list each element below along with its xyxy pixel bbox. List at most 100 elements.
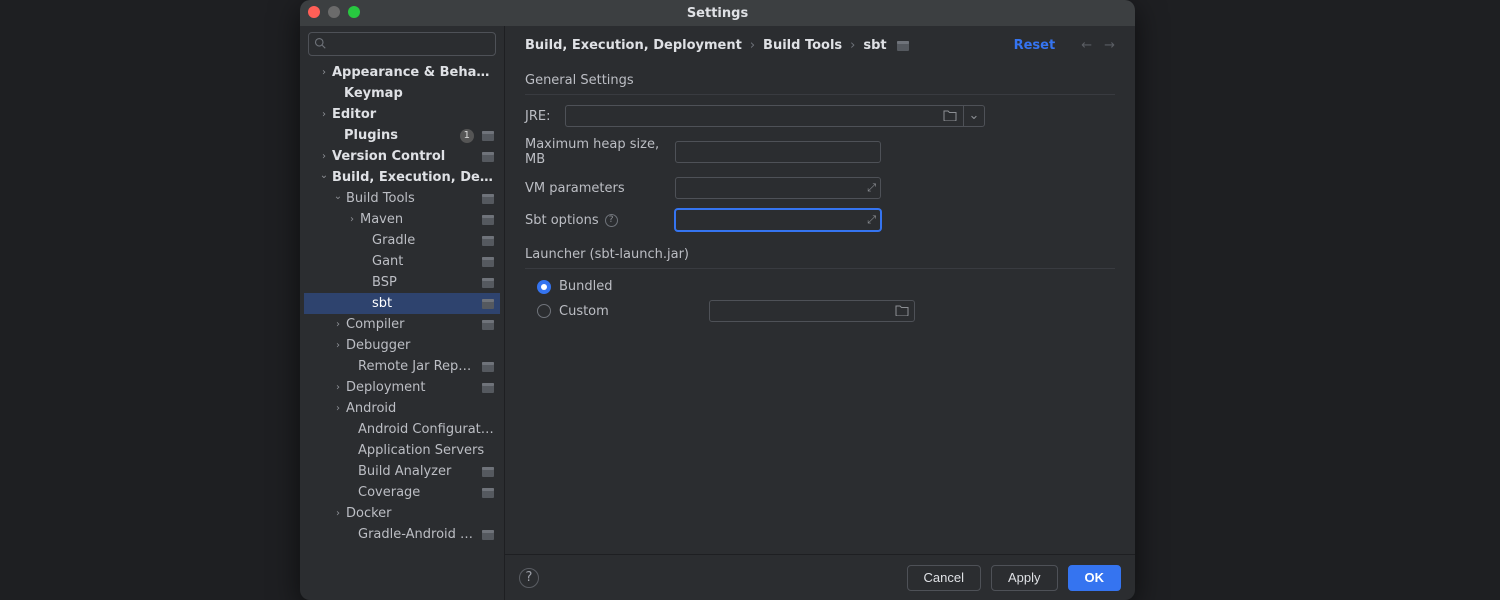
chevron-right-icon: › bbox=[332, 319, 344, 330]
expand-icon[interactable]: ⤢ bbox=[867, 181, 876, 195]
jre-input[interactable] bbox=[565, 105, 963, 127]
sidebar-item-label: Maven bbox=[360, 212, 478, 227]
ok-button[interactable]: OK bbox=[1068, 565, 1122, 591]
sidebar-item-label: Appearance & Behavior bbox=[332, 65, 494, 80]
sidebar-item[interactable]: Remote Jar Repositories bbox=[304, 356, 500, 377]
sidebar-item-label: Debugger bbox=[346, 338, 494, 353]
chevron-right-icon: › bbox=[346, 214, 358, 225]
help-button[interactable]: ? bbox=[519, 568, 539, 588]
project-scope-icon bbox=[482, 278, 494, 288]
breadcrumb: Build, Execution, Deployment › Build Too… bbox=[525, 38, 909, 53]
launcher-custom-label: Custom bbox=[559, 304, 689, 319]
sidebar-item-label: Gant bbox=[372, 254, 478, 269]
sidebar-item-label: Plugins bbox=[344, 128, 460, 143]
sidebar-item-label: Gradle bbox=[372, 233, 478, 248]
sidebar-item[interactable]: ⌄Build Tools bbox=[304, 188, 500, 209]
project-scope-icon bbox=[482, 152, 494, 162]
jre-label: JRE: bbox=[525, 109, 565, 124]
sidebar-item[interactable]: Gradle bbox=[304, 230, 500, 251]
sidebar-item[interactable]: ›Docker bbox=[304, 503, 500, 524]
project-scope-icon bbox=[482, 467, 494, 477]
vm-label: VM parameters bbox=[525, 181, 675, 196]
sidebar-item[interactable]: Plugins1 bbox=[304, 125, 500, 146]
project-scope-icon bbox=[482, 236, 494, 246]
vm-parameters-input[interactable] bbox=[675, 177, 881, 199]
project-scope-icon bbox=[482, 299, 494, 309]
minimize-window-icon[interactable] bbox=[328, 6, 340, 18]
launcher-custom-path-input[interactable] bbox=[709, 300, 915, 322]
breadcrumb-item: sbt bbox=[863, 38, 886, 53]
sidebar-item[interactable]: BSP bbox=[304, 272, 500, 293]
folder-icon[interactable] bbox=[895, 304, 909, 320]
heap-label: Maximum heap size, MB bbox=[525, 137, 675, 167]
sidebar-item-label: Build Tools bbox=[346, 191, 478, 206]
titlebar: Settings bbox=[300, 0, 1135, 26]
sbt-options-label: Sbt options ? bbox=[525, 213, 675, 228]
cancel-button[interactable]: Cancel bbox=[907, 565, 981, 591]
breadcrumb-item[interactable]: Build Tools bbox=[763, 38, 842, 53]
sidebar-item[interactable]: Application Servers bbox=[304, 440, 500, 461]
sidebar-item[interactable]: Coverage bbox=[304, 482, 500, 503]
project-scope-icon bbox=[482, 194, 494, 204]
sidebar-item-label: Compiler bbox=[346, 317, 478, 332]
sidebar-item[interactable]: ›Android bbox=[304, 398, 500, 419]
sidebar-item[interactable]: Keymap bbox=[304, 83, 500, 104]
sidebar-item-label: Remote Jar Repositories bbox=[358, 359, 478, 374]
sidebar-item-label: Coverage bbox=[358, 485, 478, 500]
chevron-right-icon: › bbox=[332, 403, 344, 414]
launcher-bundled-radio[interactable] bbox=[537, 280, 551, 294]
settings-tree[interactable]: ›Appearance & BehaviorKeymap›EditorPlugi… bbox=[304, 62, 500, 596]
sidebar-item[interactable]: Gant bbox=[304, 251, 500, 272]
sidebar-item[interactable]: ⌄Build, Execution, Deployment bbox=[304, 167, 500, 188]
window-title: Settings bbox=[687, 6, 748, 21]
breadcrumb-item[interactable]: Build, Execution, Deployment bbox=[525, 38, 742, 53]
sidebar-item[interactable]: Build Analyzer bbox=[304, 461, 500, 482]
sidebar-item[interactable]: Gradle-Android Compiler bbox=[304, 524, 500, 545]
project-scope-icon bbox=[482, 488, 494, 498]
launcher-bundled-label: Bundled bbox=[559, 279, 613, 294]
sidebar-item-label: Android Configurations bbox=[358, 422, 494, 437]
sidebar-item[interactable]: ›Compiler bbox=[304, 314, 500, 335]
history-nav: ← → bbox=[1081, 38, 1115, 53]
heap-input[interactable] bbox=[675, 141, 881, 163]
forward-icon[interactable]: → bbox=[1104, 38, 1115, 53]
chevron-right-icon: › bbox=[332, 340, 344, 351]
close-window-icon[interactable] bbox=[308, 6, 320, 18]
sidebar-item[interactable]: ›Version Control bbox=[304, 146, 500, 167]
launcher-custom-radio[interactable] bbox=[537, 304, 551, 318]
back-icon[interactable]: ← bbox=[1081, 38, 1092, 53]
zoom-window-icon[interactable] bbox=[348, 6, 360, 18]
sidebar-item[interactable]: ›Deployment bbox=[304, 377, 500, 398]
settings-content: General Settings JRE: ⌄ Maxim bbox=[505, 61, 1135, 554]
apply-button[interactable]: Apply bbox=[991, 565, 1058, 591]
sidebar-item-label: Gradle-Android Compiler bbox=[358, 527, 478, 542]
reset-link[interactable]: Reset bbox=[1014, 38, 1056, 53]
help-icon[interactable]: ? bbox=[605, 214, 618, 227]
window-controls bbox=[308, 6, 360, 18]
jre-dropdown[interactable]: ⌄ bbox=[963, 105, 985, 127]
sidebar-item-label: Build Analyzer bbox=[358, 464, 478, 479]
sidebar-item[interactable]: ›Debugger bbox=[304, 335, 500, 356]
sidebar-item[interactable]: ›Appearance & Behavior bbox=[304, 62, 500, 83]
sidebar-item-label: sbt bbox=[372, 296, 478, 311]
project-scope-icon bbox=[482, 215, 494, 225]
settings-sidebar: ›Appearance & BehaviorKeymap›EditorPlugi… bbox=[300, 26, 505, 600]
chevron-right-icon: › bbox=[332, 508, 344, 519]
project-scope-icon bbox=[482, 530, 494, 540]
sidebar-item[interactable]: ›Maven bbox=[304, 209, 500, 230]
sidebar-item-label: Deployment bbox=[346, 380, 478, 395]
section-launcher: Launcher (sbt-launch.jar) bbox=[525, 247, 1115, 269]
sidebar-item-label: BSP bbox=[372, 275, 478, 290]
sidebar-item[interactable]: ›Editor bbox=[304, 104, 500, 125]
sidebar-item[interactable]: sbt bbox=[304, 293, 500, 314]
section-general: General Settings bbox=[525, 73, 1115, 95]
chevron-right-icon: › bbox=[318, 67, 330, 78]
search-input[interactable] bbox=[308, 32, 496, 56]
sbt-options-input[interactable] bbox=[675, 209, 881, 231]
chevron-right-icon: › bbox=[850, 38, 855, 53]
chevron-right-icon: › bbox=[750, 38, 755, 53]
sidebar-item[interactable]: Android Configurations bbox=[304, 419, 500, 440]
sidebar-item-label: Android bbox=[346, 401, 494, 416]
expand-icon[interactable]: ⤢ bbox=[867, 213, 876, 227]
settings-main: Build, Execution, Deployment › Build Too… bbox=[505, 26, 1135, 600]
